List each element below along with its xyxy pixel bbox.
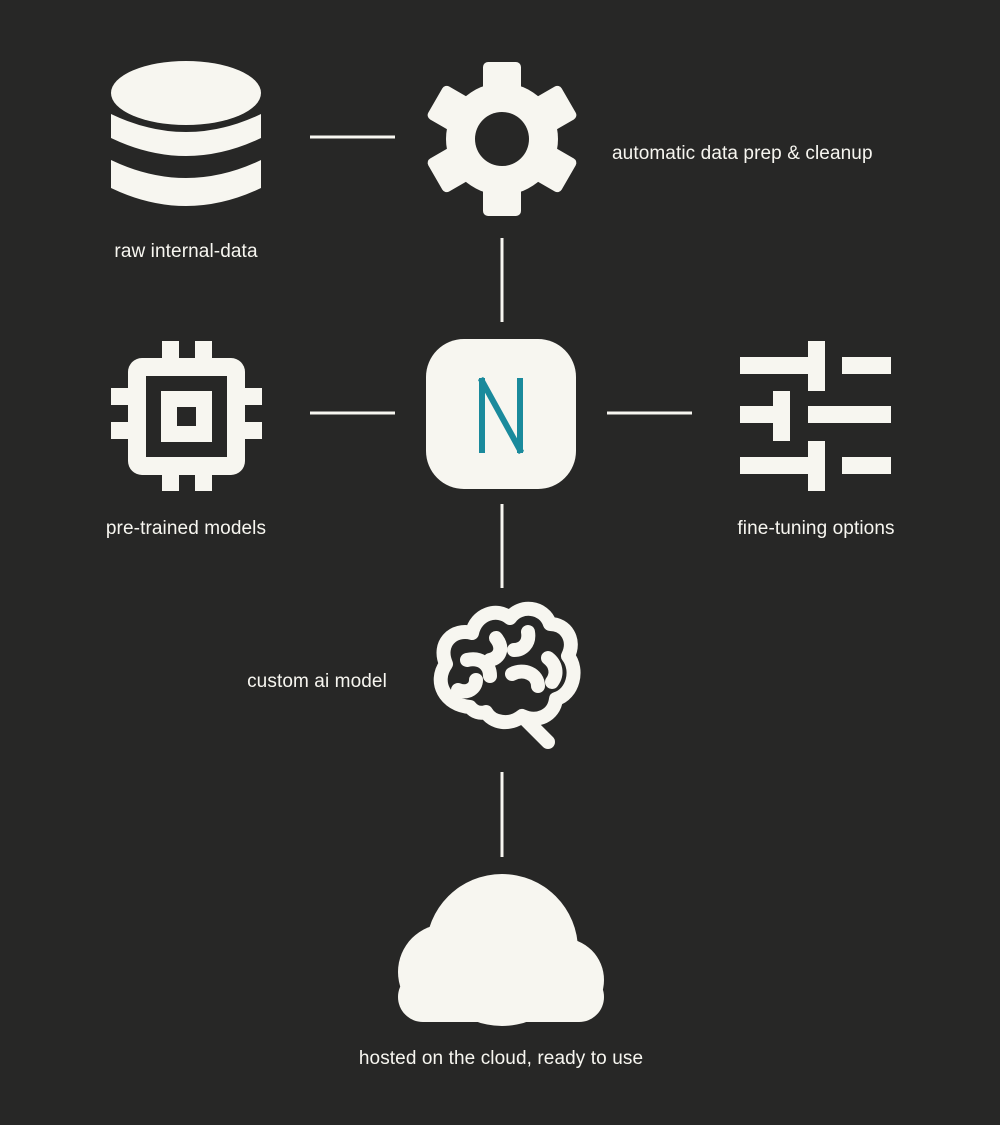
gear-icon (427, 62, 577, 216)
sliders-icon (740, 341, 891, 491)
chip-icon (111, 341, 262, 491)
connectors (310, 135, 692, 857)
raw-data-label: raw internal-data (114, 241, 258, 262)
fine-tuning-label: fine-tuning options (737, 518, 895, 539)
n-logo-icon (426, 339, 576, 489)
cloud-icon (398, 874, 604, 1026)
brain-icon (433, 602, 581, 749)
database-icon (111, 61, 261, 206)
pretrained-models-label: pre-trained models (105, 518, 267, 539)
cloud-label: hosted on the cloud, ready to use (358, 1048, 644, 1069)
data-prep-label: automatic data prep & cleanup (612, 143, 873, 164)
custom-model-label: custom ai model (247, 671, 387, 692)
